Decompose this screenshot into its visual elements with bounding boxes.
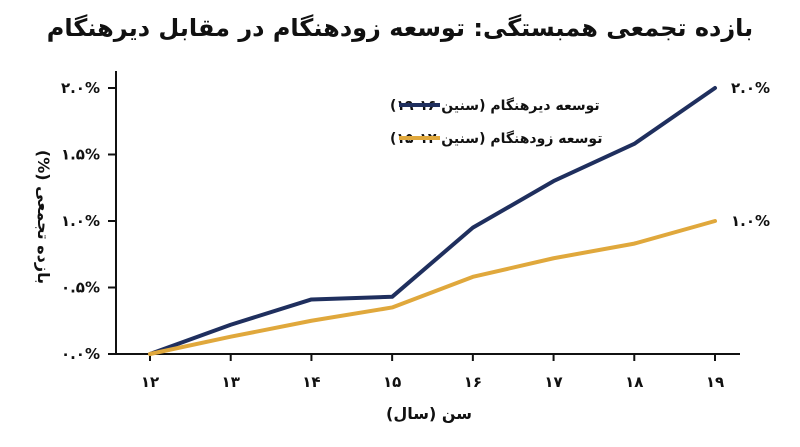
- y-tick-label: ۲.۰%: [61, 79, 100, 97]
- x-tick-label: ۱۶: [464, 373, 482, 391]
- x-axis-ticks: ۱۲ ۱۳ ۱۴ ۱۵ ۱۶ ۱۷ ۱۸ ۱۹: [141, 354, 724, 391]
- x-tick-label: ۱۸: [625, 373, 643, 391]
- legend-label: توسعه زودهنگام (سنین ۱۲-۱۵): [390, 130, 602, 147]
- x-tick-label: ۱۳: [222, 373, 240, 391]
- legend-label: توسعه دیرهنگام (سنین ۱۶-۱۹): [390, 97, 600, 114]
- chart-title: بازده تجمعی همبستگی: توسعه زودهنگام در م…: [46, 14, 754, 42]
- x-tick-label: ۱۵: [383, 373, 401, 391]
- end-value-label: ۱.۰%: [731, 212, 770, 230]
- x-tick-label: ۱۷: [544, 373, 562, 391]
- end-labels: ۲.۰% ۱.۰%: [731, 79, 770, 230]
- x-axis-label: سن (سال): [386, 404, 472, 423]
- end-value-label: ۲.۰%: [731, 79, 770, 97]
- series-lines: [148, 86, 717, 356]
- y-tick-label: ۰.۵%: [61, 279, 100, 297]
- x-tick-label: ۱۹: [706, 373, 724, 391]
- y-tick-label: ۰.۰%: [61, 345, 100, 363]
- legend: توسعه دیرهنگام (سنین ۱۶-۱۹) توسعه زودهنگا…: [390, 97, 602, 147]
- series-line: [148, 219, 717, 356]
- y-axis-ticks: ۰.۰% ۰.۵% ۱.۰% ۱.۵% ۲.۰%: [61, 79, 116, 363]
- series-line: [148, 86, 717, 356]
- y-tick-label: ۱.۵%: [61, 146, 100, 164]
- y-axis-label: بازده تجمعی (%): [34, 150, 53, 284]
- y-tick-label: ۱.۰%: [61, 212, 100, 230]
- axes: [115, 71, 740, 355]
- x-tick-label: ۱۴: [302, 373, 320, 391]
- x-tick-label: ۱۲: [141, 373, 159, 391]
